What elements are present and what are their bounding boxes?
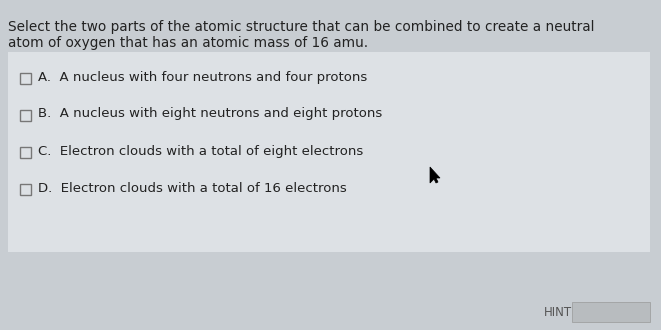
FancyBboxPatch shape xyxy=(20,147,31,158)
FancyBboxPatch shape xyxy=(20,110,31,121)
Text: HINT: HINT xyxy=(544,306,572,318)
Text: D.  Electron clouds with a total of 16 electrons: D. Electron clouds with a total of 16 el… xyxy=(38,182,347,194)
Polygon shape xyxy=(430,167,440,183)
FancyBboxPatch shape xyxy=(8,52,650,252)
FancyBboxPatch shape xyxy=(20,73,31,84)
Text: A.  A nucleus with four neutrons and four protons: A. A nucleus with four neutrons and four… xyxy=(38,71,368,83)
Text: atom of oxygen that has an atomic mass of 16 amu.: atom of oxygen that has an atomic mass o… xyxy=(8,36,368,50)
Text: Select the two parts of the atomic structure that can be combined to create a ne: Select the two parts of the atomic struc… xyxy=(8,20,594,34)
FancyBboxPatch shape xyxy=(20,184,31,195)
Text: B.  A nucleus with eight neutrons and eight protons: B. A nucleus with eight neutrons and eig… xyxy=(38,108,382,120)
Text: C.  Electron clouds with a total of eight electrons: C. Electron clouds with a total of eight… xyxy=(38,145,364,157)
FancyBboxPatch shape xyxy=(572,302,650,322)
